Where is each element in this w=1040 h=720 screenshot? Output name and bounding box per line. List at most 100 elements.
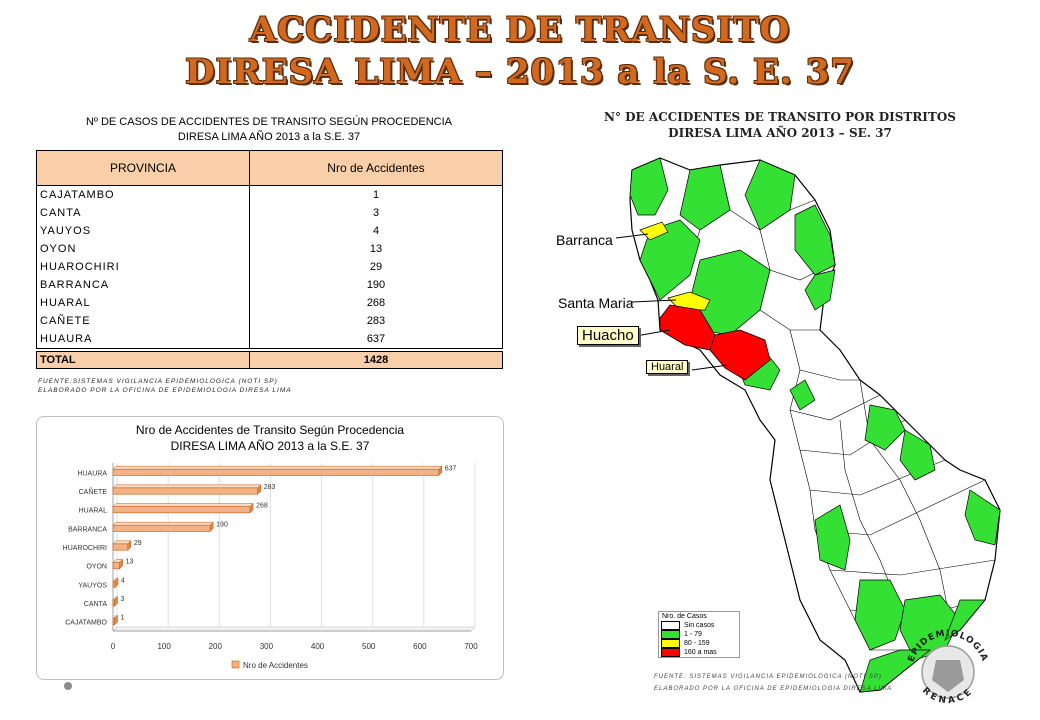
- table-row: HUAURA 637: [36, 330, 503, 349]
- legend-swatch: [661, 621, 680, 630]
- label-leaders: [615, 233, 729, 371]
- map-label-huaral: Huaral: [646, 360, 689, 374]
- legend-label: 160 a mas: [684, 649, 717, 656]
- legend-title: Nro. de Casos: [662, 613, 707, 620]
- table-cell-accidentes: 29: [249, 258, 503, 276]
- legend-swatch: [661, 630, 680, 639]
- data-label: 190: [216, 521, 228, 528]
- bar-side: [209, 521, 214, 533]
- bar-side: [249, 502, 254, 514]
- map-title-line1: N° DE ACCIDENTES DE TRANSITO POR DISTRIT…: [604, 110, 956, 124]
- y-category-label: BARRANCA: [68, 526, 107, 533]
- bar-side: [114, 596, 118, 607]
- table-row: CANTA 3: [36, 204, 503, 222]
- legend-item: 1 - 79: [659, 630, 739, 639]
- x-tick-label: 0: [111, 642, 116, 651]
- chart-subtitle: DIRESA LIMA AÑO 2013 a la S.E. 37: [171, 439, 370, 453]
- y-category-label: HUAROCHIRI: [63, 545, 107, 552]
- table-row: BARRANCA 190: [36, 276, 503, 294]
- map-source-line1: FUENTE: SISTEMAS VIGILANCIA EPIDEMIOLOGI…: [654, 674, 882, 680]
- bar-side: [114, 614, 118, 626]
- legend-label: 1 - 79: [684, 631, 702, 638]
- bar-side: [127, 540, 132, 551]
- table-total-value: 1428: [249, 351, 503, 369]
- legend-swatch: [661, 648, 680, 657]
- bar-side: [119, 558, 123, 570]
- table-header-provincia: PROVINCIA: [36, 150, 250, 186]
- table-cell-accidentes: 1: [249, 185, 503, 204]
- table-row: OYON 13: [36, 240, 503, 258]
- table-body: CAJATAMBO 1 CANTA 3 YAUYOS 4 OYON 13 HUAROCHIRI 2…: [36, 185, 503, 369]
- table-cell-provincia: OYON: [36, 240, 250, 258]
- table-cell-provincia: HUARAL: [36, 294, 250, 312]
- y-category-label: CAÑETE: [79, 487, 108, 496]
- legend-swatch: [661, 639, 680, 648]
- x-tick-label: 700: [464, 642, 478, 651]
- x-tick-label: 400: [311, 642, 325, 651]
- table-header-accidentes: Nro de Accidentes: [249, 150, 503, 186]
- x-tick-label: 600: [413, 642, 427, 651]
- districts-1-79: [629, 157, 1001, 693]
- bar-side: [438, 465, 443, 477]
- table-cell-provincia: YAUYOS: [36, 222, 250, 240]
- table-row: HUAROCHIRI 29: [36, 258, 503, 276]
- main-title-line2: DIRESA LIMA – 2013 a la S. E. 37: [185, 52, 855, 92]
- districts-80-159: [639, 221, 711, 311]
- table-cell-accidentes: 268: [249, 294, 503, 312]
- table-caption-line1: Nº DE CASOS DE ACCIDENTES DE TRANSITO SE…: [85, 116, 453, 128]
- data-label: 1: [121, 615, 125, 622]
- legend-label: Sin casos: [684, 622, 715, 629]
- table-row: CAÑETE 283: [36, 312, 503, 330]
- table-caption-line2: DIRESA LIMA AÑO 2013 a la S.E. 37: [177, 131, 361, 143]
- table-cell-provincia: CANTA: [36, 204, 250, 222]
- y-category-label: OYON: [86, 564, 107, 571]
- table-cell-provincia: HUAURA: [36, 330, 250, 349]
- y-category-label: CAJATAMBO: [65, 620, 107, 627]
- table-row: YAUYOS 4: [36, 222, 503, 240]
- table-cell-accidentes: 283: [249, 312, 503, 330]
- bullet-dot: [64, 682, 72, 690]
- legend-item: Sin casos: [659, 621, 739, 630]
- table-cell-accidentes: 3: [249, 204, 503, 222]
- data-label: 283: [264, 484, 276, 491]
- table-cell-accidentes: 190: [249, 276, 503, 294]
- table-total-label: TOTAL: [36, 351, 250, 369]
- table-cell-accidentes: 637: [249, 330, 503, 349]
- chart-legend-label: Nro de Accidentes: [243, 661, 308, 670]
- map-label-huacho: Huacho: [577, 326, 639, 345]
- y-category-label: HUAURA: [77, 470, 107, 477]
- table-total-row: TOTAL 1428: [36, 351, 503, 369]
- data-label: 4: [121, 577, 125, 584]
- y-category-label: CANTA: [84, 601, 108, 608]
- provincia-table: PROVINCIA Nro de Accidentes CAJATAMBO 1 CA…: [36, 150, 503, 369]
- table-cell-provincia: HUAROCHIRI: [36, 258, 250, 276]
- table-source-line2: ELABORADO POR LA OFICINA DE EPIDEMIOLOGI…: [38, 387, 292, 394]
- bar-side: [114, 577, 119, 589]
- data-label: 268: [256, 503, 268, 510]
- legend-item: 80 - 159: [659, 639, 739, 648]
- data-label: 29: [134, 540, 142, 547]
- x-tick-label: 500: [362, 642, 376, 651]
- table-row: HUARAL 268: [36, 294, 503, 312]
- map-legend: Nro. de Casos Sin casos 1 - 79 80 - 159 160…: [658, 611, 740, 658]
- legend-label: 80 - 159: [684, 640, 710, 647]
- bar-chart: Nro de Accidentes de Transito Según Proc…: [63, 423, 479, 670]
- table-row: CAJATAMBO 1: [36, 185, 503, 204]
- y-category-label: HUARAL: [79, 508, 108, 515]
- y-category-label: YAUYOS: [78, 582, 107, 589]
- map-label-barranca: Barranca: [556, 232, 613, 248]
- data-label: 637: [445, 465, 457, 472]
- bar-side: [257, 484, 261, 495]
- bar-chart-panel: Nro de Accidentes de Transito Según Proc…: [36, 416, 504, 680]
- x-tick-label: 300: [260, 642, 274, 651]
- chart-legend-swatch: [231, 660, 240, 669]
- map-source-line2: ELABORADO POR LA OFICINA DE EPIDEMIOLOGI…: [654, 686, 893, 692]
- x-tick-label: 200: [209, 642, 223, 651]
- main-title-line1: ACCIDENTE DE TRANSITO: [249, 10, 791, 50]
- table-cell-provincia: BARRANCA: [36, 276, 250, 294]
- table-cell-provincia: CAÑETE: [36, 312, 250, 330]
- data-label: 13: [126, 559, 134, 566]
- renace-seal-logo: EPIDEMIOLOGIA RENACE: [907, 629, 989, 706]
- table-cell-provincia: CAJATAMBO: [36, 185, 250, 204]
